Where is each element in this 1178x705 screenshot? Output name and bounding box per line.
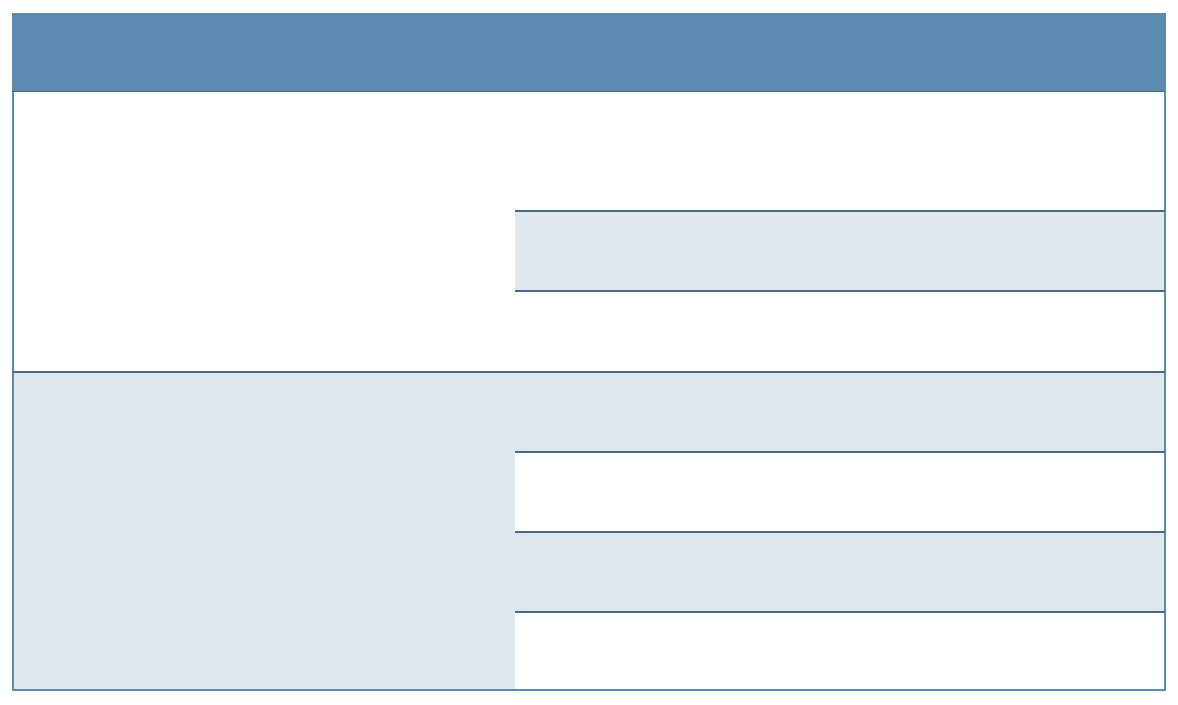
table-row: [515, 210, 1166, 292]
table-row: [515, 290, 1166, 372]
table-row: [515, 531, 1166, 613]
table-header: [12, 13, 1166, 93]
table-row: [515, 451, 1166, 533]
group-cell-2: [12, 371, 517, 691]
table-row: [515, 92, 1166, 212]
group-cell-1: [12, 92, 517, 372]
table-row: [515, 611, 1166, 691]
table-row: [515, 371, 1166, 453]
